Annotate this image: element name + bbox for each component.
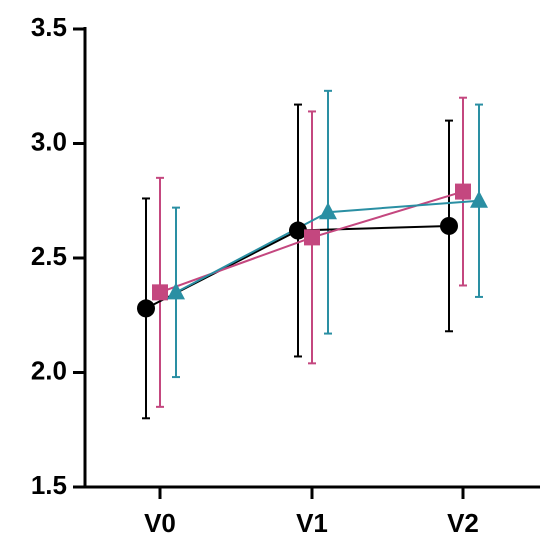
x-tick-label: V2 <box>447 508 479 538</box>
marker <box>470 190 488 208</box>
marker <box>289 221 307 240</box>
x-tick-label: V0 <box>144 508 176 538</box>
marker <box>152 284 168 301</box>
y-tick-label: 1.5 <box>31 470 67 500</box>
marker <box>440 216 458 235</box>
y-tick-label: 2.0 <box>31 355 67 385</box>
y-tick-label: 2.5 <box>31 241 67 271</box>
marker <box>319 202 337 220</box>
marker <box>304 229 320 246</box>
y-tick-label: 3.5 <box>31 12 67 42</box>
marker <box>137 299 155 318</box>
x-tick-label: V1 <box>296 508 328 538</box>
marker <box>167 282 185 300</box>
y-tick-label: 3.0 <box>31 126 67 156</box>
marker <box>455 183 471 200</box>
